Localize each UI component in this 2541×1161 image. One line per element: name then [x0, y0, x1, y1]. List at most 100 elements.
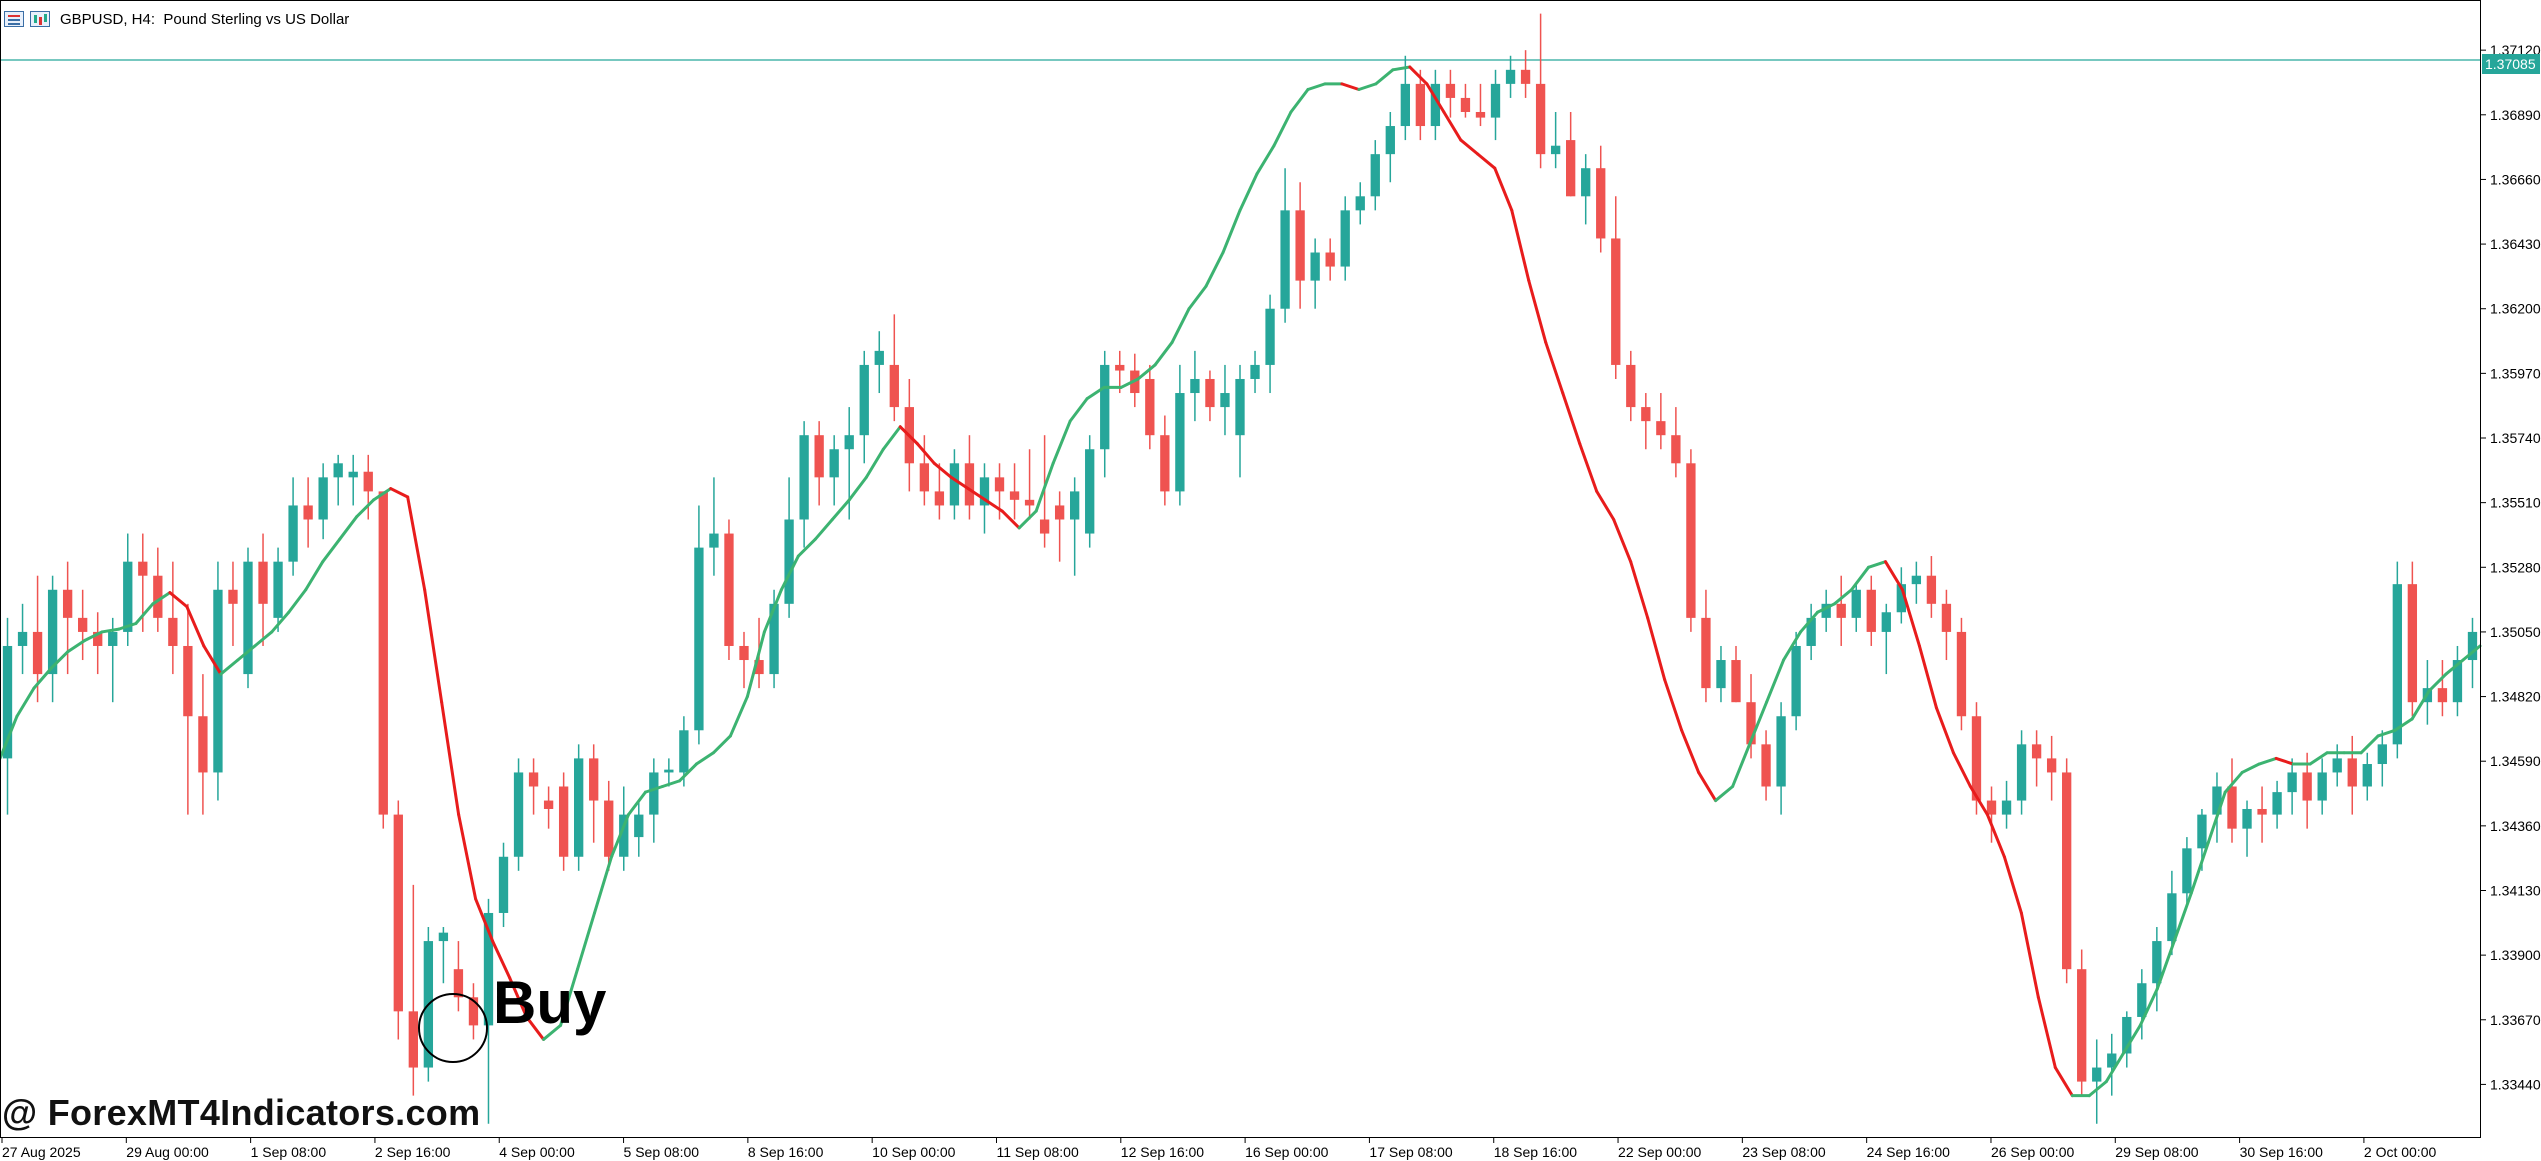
candle-body	[1626, 364, 1636, 408]
time-tick-label: 24 Sep 16:00	[1867, 1144, 1951, 1160]
candle-body	[1866, 589, 1876, 632]
candle-body	[123, 561, 133, 632]
candle-body	[1716, 660, 1726, 689]
candle-body	[1190, 378, 1200, 394]
candle-body	[1971, 716, 1982, 801]
time-tick-label: 30 Sep 16:00	[2240, 1144, 2324, 1160]
ma-segment	[372, 487, 393, 502]
ma-segment	[779, 554, 800, 592]
ma-segment	[1765, 658, 1786, 704]
ma-segment	[389, 487, 410, 499]
ma-segment	[1476, 152, 1497, 170]
chart-header: GBPUSD, H4: Pound Sterling vs US Dollar	[4, 6, 349, 32]
ma-segment	[1595, 489, 1616, 522]
ma-segment	[236, 644, 257, 662]
ma-segment	[1561, 391, 1582, 446]
ma-segment	[2359, 734, 2380, 755]
candle-body	[739, 645, 749, 661]
candle-body	[498, 856, 509, 913]
price-tick-label: 1.36660	[2490, 171, 2541, 187]
candle-body	[1671, 435, 1681, 464]
candle-body	[2362, 764, 2372, 787]
candle-body	[2031, 744, 2042, 759]
ma-segment	[66, 638, 87, 654]
ma-segment	[1493, 166, 1514, 212]
time-tick-label: 26 Sep 00:00	[1991, 1144, 2075, 1160]
ma-segment	[1951, 751, 1972, 789]
ma-segment	[1374, 68, 1395, 86]
candle-body	[2, 645, 13, 759]
candle-body	[1656, 421, 1666, 436]
ma-segment	[1051, 419, 1072, 465]
ma-segment	[1629, 560, 1650, 620]
candle-body	[1355, 196, 1365, 211]
candle-body	[1746, 702, 1756, 745]
candle-body	[1701, 617, 1711, 689]
candle-body	[32, 631, 43, 675]
price-tick-label: 1.36200	[2490, 301, 2541, 317]
candle-body	[1265, 308, 1275, 365]
candle-body	[2197, 814, 2207, 849]
chart-properties-icon[interactable]	[30, 11, 50, 27]
ma-segment	[474, 897, 495, 943]
candle-body	[2122, 1016, 2132, 1054]
ma-segment	[1085, 385, 1106, 401]
candle-body	[2227, 786, 2237, 829]
candle-body	[138, 561, 148, 576]
ma-segment	[440, 700, 461, 817]
price-tick-label: 1.35970	[2490, 365, 2541, 381]
candle-body	[1896, 584, 1906, 613]
candle-body	[1160, 435, 1170, 492]
ma-segment	[2036, 995, 2057, 1070]
candle-body	[1851, 589, 1861, 618]
price-tick-label: 1.33900	[2490, 947, 2541, 963]
ma-segment	[117, 621, 138, 631]
ma-segment	[983, 498, 1004, 513]
ma-segment	[2172, 891, 2193, 943]
candle-body	[2467, 631, 2478, 661]
candle-body	[1941, 603, 1952, 632]
ma-segment	[2257, 756, 2278, 766]
ma-segment	[796, 537, 817, 558]
ma-segment	[355, 498, 376, 519]
time-tick-label: 4 Sep 00:00	[499, 1144, 575, 1160]
ma-segment	[423, 588, 444, 704]
buy-signal-marker	[418, 993, 488, 1063]
candle-body	[153, 575, 163, 618]
time-tick-label: 10 Sep 00:00	[872, 1144, 956, 1160]
ma-segment	[491, 939, 512, 980]
watermark: @ ForexMT4Indicators.com	[2, 1092, 481, 1133]
candle-body	[1340, 210, 1350, 267]
time-tick-label: 11 Sep 08:00	[996, 1144, 1078, 1160]
candle-body	[1986, 800, 1997, 815]
candle-body	[543, 800, 554, 809]
ma-segment	[2308, 751, 2329, 766]
candle-body	[1731, 660, 1741, 703]
candle-body	[2347, 758, 2357, 787]
candle-body	[2107, 1053, 2117, 1068]
candle-body	[2407, 584, 2418, 703]
candle-body	[1686, 463, 1696, 618]
ma-segment	[1917, 644, 1938, 710]
ma-segment	[1034, 461, 1055, 513]
ma-segment	[1068, 397, 1089, 423]
price-tick-label: 1.36430	[2490, 236, 2541, 252]
ma-segment	[1221, 208, 1242, 255]
candle-body	[1295, 210, 1305, 281]
ma-segment	[134, 602, 155, 625]
candle-body	[799, 435, 809, 520]
ma-segment	[626, 790, 647, 817]
ma-segment	[1425, 82, 1446, 114]
candle-body	[589, 758, 599, 801]
candle-body	[1415, 83, 1426, 127]
candle-body	[709, 533, 719, 548]
ma-segment	[898, 425, 919, 446]
candle-body	[1776, 716, 1786, 787]
price-tick-label: 1.35280	[2490, 559, 2541, 575]
candle-body	[393, 814, 403, 1012]
candle-body	[2302, 772, 2312, 801]
chart-title: GBPUSD, H4: Pound Sterling vs US Dollar	[60, 10, 350, 28]
candle-body	[378, 491, 388, 815]
indicator-list-icon[interactable]	[4, 11, 24, 27]
